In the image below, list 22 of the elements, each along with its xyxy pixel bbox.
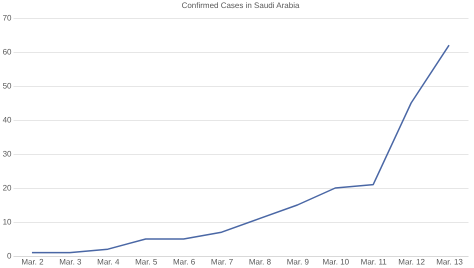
y-tick-label: 40 — [2, 116, 12, 124]
x-tick-label: Mar. 9 — [286, 258, 310, 266]
y-tick-label: 10 — [2, 218, 12, 226]
x-tick-label: Mar. 8 — [248, 258, 272, 266]
x-tick-label: Mar. 4 — [97, 258, 120, 266]
y-tick-label: 20 — [2, 184, 12, 192]
x-tick-label: Mar. 3 — [59, 258, 82, 266]
x-tick-label: Mar. 10 — [322, 258, 350, 266]
x-tick-label: Mar. 6 — [173, 258, 196, 266]
x-tick-label: Mar. 7 — [210, 258, 234, 266]
y-tick-label: 70 — [2, 14, 12, 22]
x-tick-label: Mar. 13 — [436, 258, 464, 266]
x-tick-label: Mar. 11 — [360, 258, 388, 266]
x-tick-label: Mar. 12 — [398, 258, 426, 266]
y-tick-label: 50 — [2, 82, 12, 90]
y-tick-label: 30 — [2, 150, 12, 158]
x-tick-label: Mar. 5 — [135, 258, 158, 266]
x-tick-label: Mar. 2 — [21, 258, 44, 266]
chart-title: Confirmed Cases in Saudi Arabia — [182, 1, 300, 10]
line-series — [31, 44, 450, 254]
y-tick-label: 60 — [2, 48, 12, 56]
y-tick-label: 0 — [7, 252, 12, 260]
